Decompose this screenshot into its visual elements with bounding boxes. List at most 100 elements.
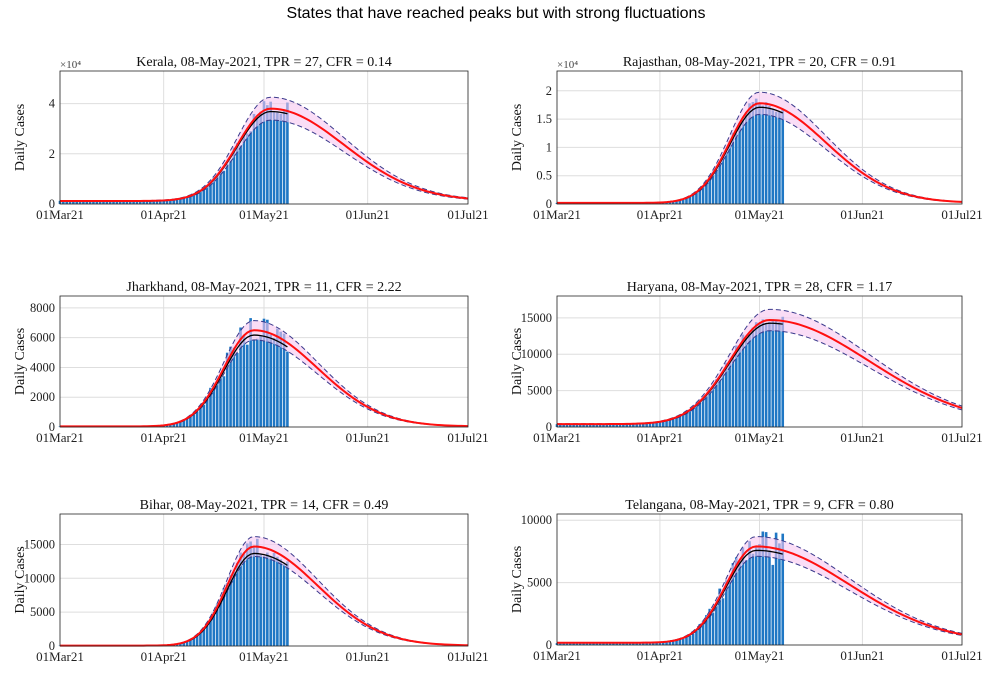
bar xyxy=(195,635,199,646)
bar xyxy=(222,170,226,204)
bar xyxy=(565,424,569,427)
bar xyxy=(575,424,579,427)
bar xyxy=(691,633,695,645)
bar xyxy=(249,318,252,427)
bar xyxy=(711,171,715,204)
bar xyxy=(72,201,75,204)
bar xyxy=(715,169,718,204)
bar xyxy=(688,635,692,645)
bar xyxy=(685,636,688,645)
bar xyxy=(648,642,652,645)
bar xyxy=(778,111,781,204)
y-tick-label: 4 xyxy=(49,97,56,111)
bar xyxy=(232,347,236,427)
bar xyxy=(262,555,266,646)
bar xyxy=(628,642,632,645)
bar xyxy=(192,414,196,427)
bar xyxy=(612,424,615,427)
bar xyxy=(715,379,718,427)
bar xyxy=(744,337,748,427)
x-tick-label: 01May21 xyxy=(735,648,785,663)
x-tick-label: 01Apr21 xyxy=(637,207,683,222)
bar xyxy=(286,351,289,427)
x-tick-label: 01Jul21 xyxy=(941,648,982,663)
bar xyxy=(279,331,283,427)
bar xyxy=(691,194,695,204)
bar xyxy=(242,553,246,646)
bar xyxy=(695,403,698,427)
y-axis-label: Daily Cases xyxy=(13,546,28,613)
bar xyxy=(245,543,249,646)
y-tick-label: 2 xyxy=(546,84,552,98)
bar xyxy=(758,544,761,645)
bar xyxy=(202,629,206,646)
y-tick-label: 10000 xyxy=(521,347,552,361)
bar xyxy=(195,194,199,204)
bar xyxy=(705,181,708,204)
bar xyxy=(585,642,589,645)
model-fit-line xyxy=(557,545,963,644)
figure-title: States that have reached peaks but with … xyxy=(286,5,706,22)
bar xyxy=(632,423,635,427)
bar xyxy=(781,316,785,427)
x-tick-label: 01Mar21 xyxy=(36,649,84,664)
bar xyxy=(148,200,152,204)
bar xyxy=(252,339,256,427)
bar xyxy=(774,532,778,645)
bar xyxy=(199,407,202,427)
bar xyxy=(175,422,179,427)
bar xyxy=(245,133,249,204)
bar xyxy=(758,323,761,427)
bar xyxy=(701,397,705,427)
y-tick-label: 2 xyxy=(49,147,55,161)
bar xyxy=(276,556,279,646)
confidence-band xyxy=(557,309,962,425)
bar xyxy=(698,400,702,427)
bar xyxy=(698,189,702,204)
bar xyxy=(754,546,758,645)
bar xyxy=(259,335,262,427)
y-tick-label: 10000 xyxy=(521,513,552,527)
bar xyxy=(661,420,665,427)
x-tick-label: 01Apr21 xyxy=(637,648,683,663)
y-tick-label: 6000 xyxy=(30,331,55,345)
bar xyxy=(135,200,139,204)
bar xyxy=(189,195,192,204)
axes-box xyxy=(59,295,469,428)
bar xyxy=(602,643,605,645)
bar xyxy=(82,201,85,204)
bar xyxy=(668,640,672,645)
bar xyxy=(256,338,259,427)
x-tick-label: 01Apr21 xyxy=(141,649,187,664)
bar xyxy=(764,102,768,204)
x-tick-label: 01Jul21 xyxy=(447,649,488,664)
x-tick-label: 01May21 xyxy=(239,430,289,445)
chart-panel-4: 01Mar21 01Apr21 01May21 01Jun21 01Jul21 0 5000… xyxy=(13,498,489,664)
bar xyxy=(145,200,149,204)
bar xyxy=(708,390,711,427)
bar xyxy=(608,424,612,427)
bar xyxy=(276,112,279,204)
bar xyxy=(132,201,135,204)
bar xyxy=(728,581,731,645)
bar xyxy=(189,415,192,427)
bar xyxy=(229,160,232,204)
bar xyxy=(675,200,678,204)
bar xyxy=(225,164,229,204)
bar xyxy=(751,327,755,427)
bar xyxy=(256,116,259,204)
y-tick-label: 2000 xyxy=(30,390,55,404)
x-tick-label: 01May21 xyxy=(735,207,785,222)
y-tick-label: 0 xyxy=(49,197,55,211)
bar xyxy=(688,410,692,427)
x-tick-label: 01Mar21 xyxy=(36,430,84,445)
x-tick-label: 01Jul21 xyxy=(447,207,488,222)
bar xyxy=(748,334,751,427)
bar xyxy=(642,642,645,645)
bar xyxy=(754,322,758,427)
bar xyxy=(725,362,728,427)
bar xyxy=(205,397,209,427)
bar xyxy=(764,532,768,645)
bar xyxy=(286,561,289,646)
bar xyxy=(685,198,688,204)
